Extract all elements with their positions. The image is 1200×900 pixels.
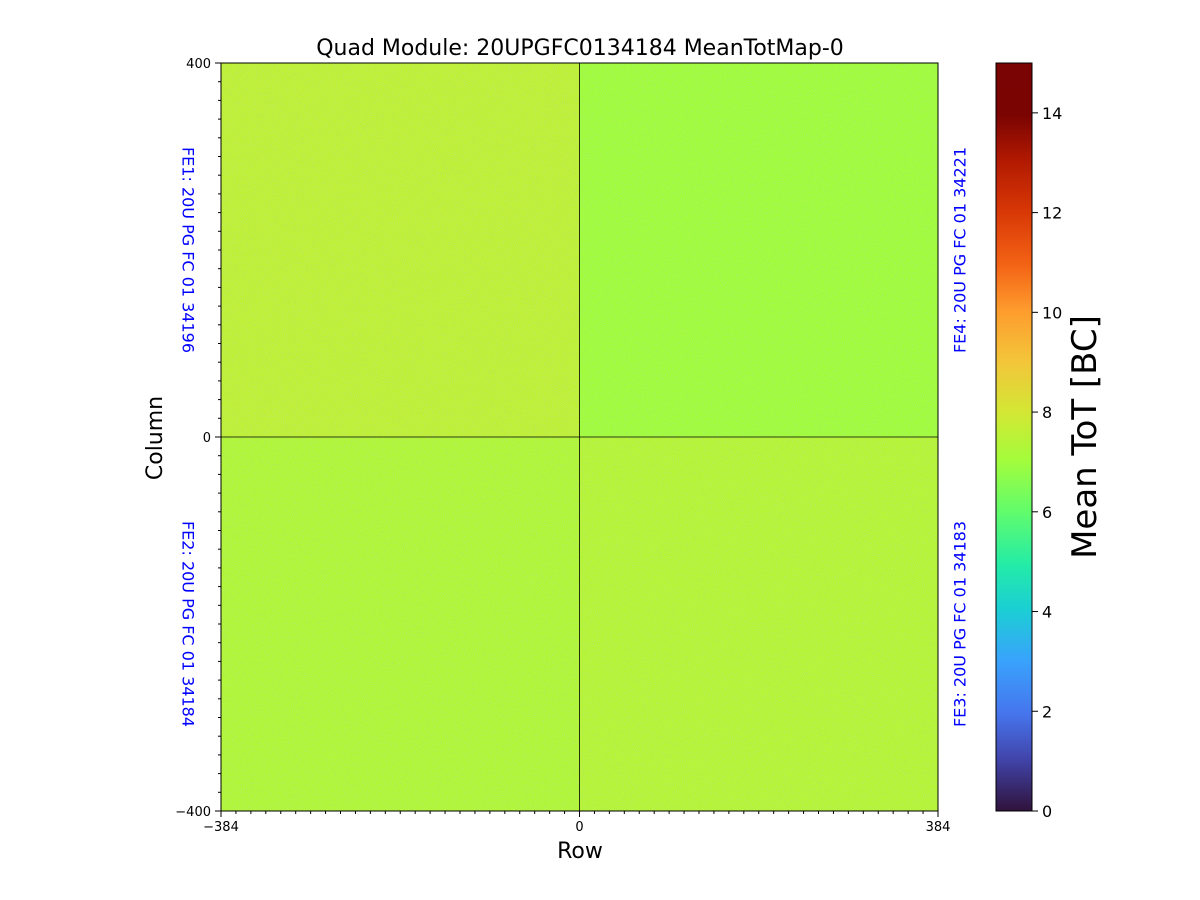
y-tick-label: 400 (186, 57, 211, 72)
colorbar-tick-label: 10 (1042, 303, 1062, 322)
fe-label-fe2: FE2: 20U PG FC 01 34184 (178, 521, 197, 727)
colorbar-tick-label: 6 (1042, 503, 1052, 522)
colorbar-tick-label: 0 (1042, 802, 1052, 821)
x-tick-label: 0 (575, 820, 583, 835)
quadrant-fe2-texture-warm (221, 437, 580, 811)
quadrant-fe1-texture-warm (221, 63, 580, 437)
x-axis-label: Row (557, 839, 603, 864)
colorbar-label: Mean ToT [BC] (1065, 315, 1105, 559)
x-tick-label: −384 (203, 820, 239, 835)
fe-label-fe3: FE3: 20U PG FC 01 34183 (951, 521, 970, 727)
x-tick-label: 384 (926, 820, 951, 835)
colorbar-tick-label: 8 (1042, 403, 1052, 422)
colorbar-tick-label: 2 (1042, 702, 1052, 721)
y-tick-label: 0 (203, 431, 211, 446)
fe-label-fe4: FE4: 20U PG FC 01 34221 (951, 147, 970, 353)
colorbar-axis: 0 2 4 6 8 10 12 14 (1032, 104, 1062, 821)
y-axis-label: Column (143, 396, 168, 480)
quadrant-fe3-texture-warm (579, 437, 938, 811)
chart-title: Quad Module: 20UPGFC0134184 MeanTotMap-0 (316, 36, 844, 61)
fe-label-fe1: FE1: 20U PG FC 01 34196 (178, 147, 197, 353)
fe-labels: FE1: 20U PG FC 01 34196 FE4: 20U PG FC 01… (178, 147, 969, 727)
colorbar-tick-label: 4 (1042, 603, 1052, 622)
y-axis: 400 0 −400 (175, 57, 221, 820)
colorbar-tick-label: 14 (1042, 104, 1062, 123)
colorbar (995, 62, 1033, 812)
colorbar-tick-label: 12 (1042, 204, 1062, 223)
x-axis: −384 0 384 (203, 811, 950, 835)
quadrant-fe4-texture-warm (579, 63, 938, 437)
heatmap-area (221, 63, 938, 811)
y-tick-label: −400 (175, 805, 211, 820)
